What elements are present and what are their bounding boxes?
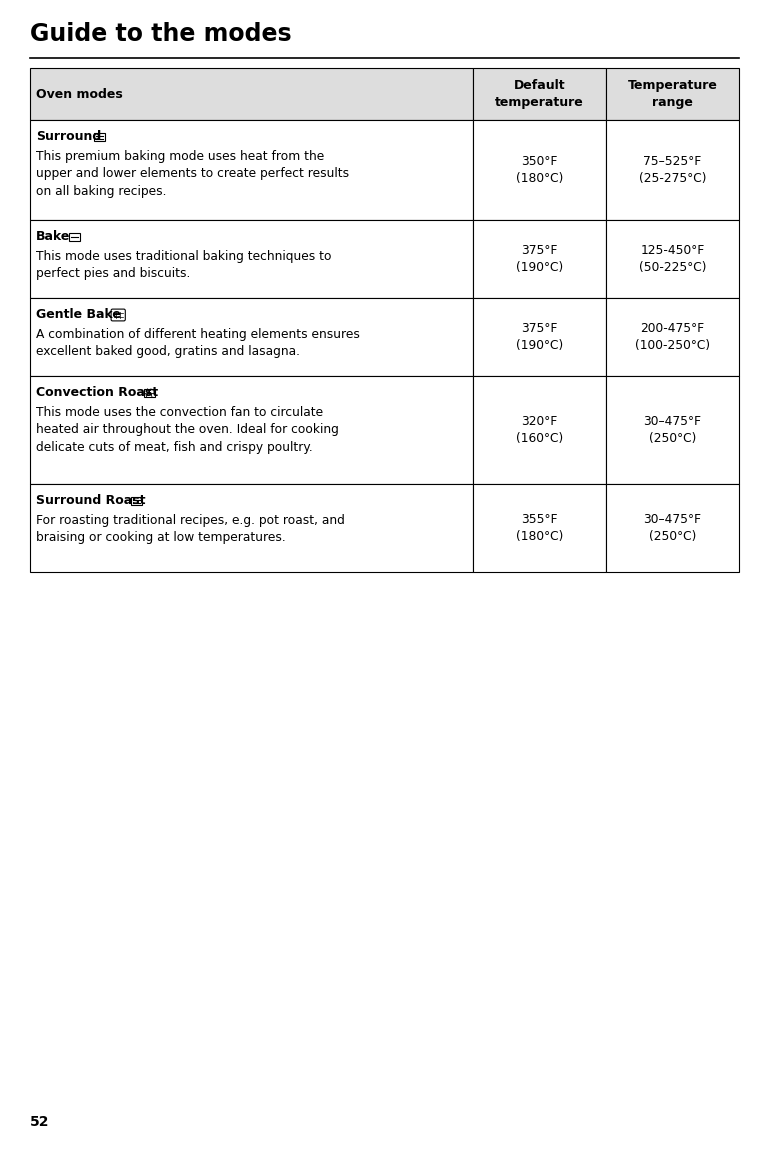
Bar: [473, 119, 606, 219]
Text: 52: 52: [30, 1115, 49, 1129]
Bar: [30, 219, 473, 298]
Text: Bake: Bake: [36, 230, 71, 242]
Text: Oven modes: Oven modes: [36, 87, 123, 100]
Bar: [30, 484, 473, 572]
Bar: [131, 498, 142, 506]
Text: 375°F
(190°C): 375°F (190°C): [516, 322, 563, 352]
Text: Surround Roast: Surround Roast: [36, 494, 145, 507]
Text: 350°F
(180°C): 350°F (180°C): [516, 155, 563, 185]
Text: 30–475°F
(250°C): 30–475°F (250°C): [644, 514, 701, 542]
Bar: [94, 133, 105, 141]
Text: This premium baking mode uses heat from the
upper and lower elements to create p: This premium baking mode uses heat from …: [36, 151, 349, 198]
Text: Convection Roast: Convection Roast: [36, 386, 158, 399]
Bar: [144, 390, 155, 398]
Text: This mode uses the convection fan to circulate
heated air throughout the oven. I: This mode uses the convection fan to cir…: [36, 406, 339, 454]
Text: Default
temperature: Default temperature: [495, 79, 584, 109]
Text: 75–525°F
(25-275°C): 75–525°F (25-275°C): [639, 155, 706, 185]
Text: Temperature
range: Temperature range: [628, 79, 717, 109]
Bar: [30, 68, 473, 119]
Text: 30–475°F
(250°C): 30–475°F (250°C): [644, 415, 701, 445]
Text: 200-475°F
(100-250°C): 200-475°F (100-250°C): [635, 322, 710, 352]
Text: 125-450°F
(50-225°C): 125-450°F (50-225°C): [639, 245, 706, 273]
Text: For roasting traditional recipes, e.g. pot roast, and
braising or cooking at low: For roasting traditional recipes, e.g. p…: [36, 514, 345, 545]
Text: 375°F
(190°C): 375°F (190°C): [516, 245, 563, 273]
Circle shape: [148, 392, 150, 394]
Text: Surround: Surround: [36, 130, 102, 142]
Text: This mode uses traditional baking techniques to
perfect pies and biscuits.: This mode uses traditional baking techni…: [36, 250, 331, 280]
Text: 355°F
(180°C): 355°F (180°C): [516, 514, 563, 542]
Bar: [606, 298, 739, 376]
Bar: [473, 219, 606, 298]
Bar: [30, 298, 473, 376]
Text: Gentle Bake: Gentle Bake: [36, 308, 121, 321]
Text: 320°F
(160°C): 320°F (160°C): [516, 415, 563, 445]
Bar: [606, 376, 739, 484]
Bar: [473, 298, 606, 376]
Bar: [30, 376, 473, 484]
Bar: [606, 219, 739, 298]
Bar: [473, 68, 606, 119]
Bar: [473, 376, 606, 484]
Bar: [473, 484, 606, 572]
Text: Guide to the modes: Guide to the modes: [30, 22, 291, 46]
Text: A combination of different heating elements ensures
excellent baked good, gratin: A combination of different heating eleme…: [36, 327, 360, 358]
Bar: [606, 68, 739, 119]
Bar: [606, 484, 739, 572]
Bar: [30, 119, 473, 219]
Bar: [69, 233, 81, 241]
Bar: [606, 119, 739, 219]
